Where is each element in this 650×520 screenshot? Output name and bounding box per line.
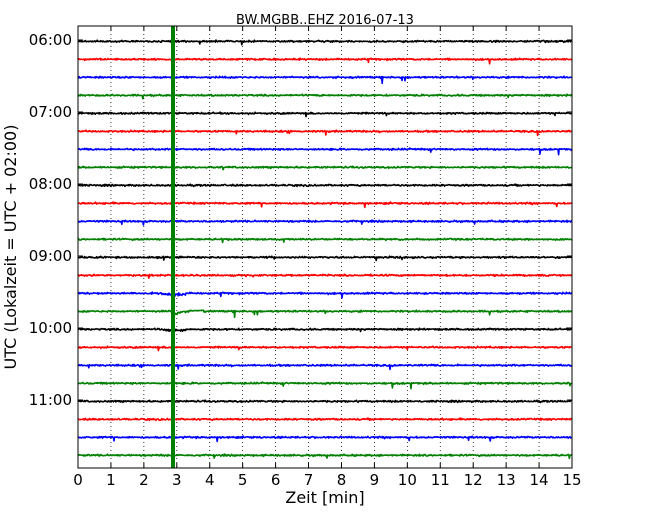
x-tick-label: 4 [205,471,215,489]
y-tick-label: 07:00 [29,103,72,121]
x-tick-label: 11 [431,471,450,489]
y-axis: 06:00 07:00 08:00 09:00 10:00 11:00 [29,31,572,409]
y-tick-label: 09:00 [29,247,72,265]
trace-0615 [77,57,573,65]
event-marker [171,26,176,468]
trace-0945 [77,309,573,319]
trace-1115 [77,417,573,422]
trace-1130 [77,435,573,443]
x-tick-label: 0 [73,471,83,489]
x-tick-label: 5 [238,471,248,489]
x-tick-label: 10 [398,471,417,489]
x-axis: 0 1 2 3 4 5 6 7 8 9 10 11 12 13 14 15 [73,26,582,489]
trace-0930 [77,291,573,299]
x-tick-label: 1 [106,471,116,489]
y-axis-label: UTC (Lokalzeit = UTC + 02:00) [1,125,20,370]
trace-0830 [77,219,573,226]
trace-0845 [77,237,573,244]
trace-1000 [77,327,573,333]
x-tick-label: 8 [337,471,347,489]
y-tick-label: 10:00 [29,319,72,337]
plot-frame [77,25,573,469]
grid-lines [110,26,540,468]
trace-0630 [77,75,572,85]
trace-0730 [77,147,573,156]
trace-0745 [77,165,573,171]
trace-0915 [77,273,573,279]
y-tick-label: 08:00 [29,175,72,193]
trace-1030 [77,363,573,371]
x-tick-label: 6 [271,471,281,489]
x-tick-label: 7 [304,471,314,489]
trace-0715 [77,129,572,137]
x-tick-label: 3 [172,471,182,489]
y-tick-label: 11:00 [29,391,72,409]
x-tick-label: 13 [497,471,516,489]
x-axis-label: Zeit [min] [285,488,364,507]
trace-0700 [77,111,573,118]
trace-1145 [77,453,573,460]
x-tick-label: 15 [562,471,581,489]
x-tick-label: 9 [370,471,380,489]
trace-0800 [77,183,573,188]
trace-1100 [77,399,572,404]
trace-1015 [77,345,572,352]
x-tick-label: 14 [530,471,549,489]
event-marker-group [171,26,176,468]
trace-0815 [77,201,573,209]
chart-title: BW.MGBB..EHZ 2016-07-13 [236,13,414,28]
trace-0645 [77,93,573,100]
x-tick-label: 12 [464,471,483,489]
trace-0900 [77,255,572,262]
trace-group [77,39,573,460]
trace-0600 [77,39,573,46]
x-tick-label: 2 [139,471,149,489]
y-tick-label: 06:00 [29,31,72,49]
trace-1045 [77,381,572,390]
